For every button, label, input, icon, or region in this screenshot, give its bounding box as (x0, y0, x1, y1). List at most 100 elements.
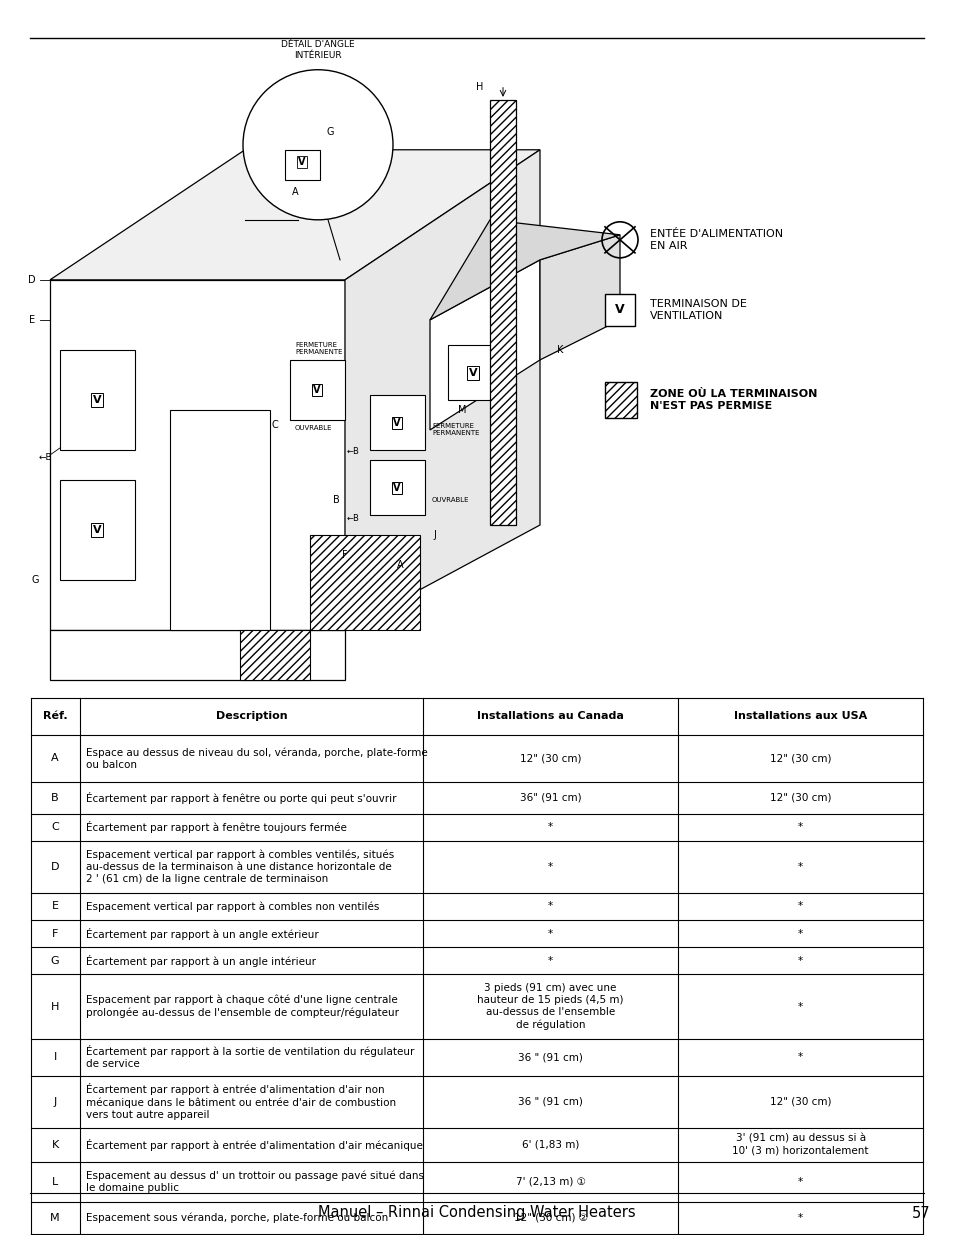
Bar (604, 294, 635, 326)
Text: V: V (468, 368, 476, 378)
Bar (60, 480, 135, 580)
Text: 57: 57 (910, 1205, 929, 1220)
Text: V: V (298, 157, 305, 167)
Text: G: G (326, 127, 334, 137)
Bar (370, 395, 424, 450)
Text: *: * (798, 929, 802, 939)
Text: 36" (91 cm): 36" (91 cm) (519, 793, 581, 803)
Text: OUVRABLE: OUVRABLE (294, 425, 333, 431)
Text: TERMINAISON DE
VENTILATION: TERMINAISON DE VENTILATION (649, 299, 746, 321)
Polygon shape (285, 149, 319, 180)
Text: Espacement vertical par rapport à combles ventilés, situés
au-dessus de la termi: Espacement vertical par rapport à comble… (86, 850, 394, 884)
Circle shape (243, 69, 393, 220)
Text: G: G (31, 576, 39, 585)
Text: *: * (798, 956, 802, 966)
Text: Description: Description (215, 711, 287, 721)
Text: A: A (292, 186, 298, 196)
Text: 12" (30 cm): 12" (30 cm) (769, 1097, 831, 1107)
Text: V: V (615, 304, 624, 316)
Text: K: K (557, 345, 562, 354)
Text: ENTÉE D'ALIMENTATION
EN AIR: ENTÉE D'ALIMENTATION EN AIR (649, 228, 782, 251)
Text: I: I (488, 310, 491, 320)
Bar (60, 350, 135, 450)
Text: Écartement par rapport à entrée d'alimentation d'air non
mécanique dans le bâtim: Écartement par rapport à entrée d'alimen… (86, 1083, 395, 1120)
Text: L: L (51, 1177, 58, 1187)
Text: D: D (29, 275, 36, 285)
Text: ←B: ←B (347, 514, 359, 522)
Text: C: C (51, 823, 59, 832)
Text: ←B: ←B (38, 453, 52, 462)
Text: 36 " (91 cm): 36 " (91 cm) (517, 1052, 582, 1062)
Text: *: * (548, 929, 553, 939)
Text: Espacement sous véranda, porche, plate-forme ou balcon: Espacement sous véranda, porche, plate-f… (86, 1213, 388, 1223)
Text: Écartement par rapport à fenêtre ou porte qui peut s'ouvrir: Écartement par rapport à fenêtre ou port… (86, 792, 395, 804)
Text: 6' (1,83 m): 6' (1,83 m) (521, 1140, 578, 1150)
Polygon shape (50, 149, 539, 280)
Text: Manuel – Rinnai Condensing Water Heaters: Manuel – Rinnai Condensing Water Heaters (318, 1205, 635, 1220)
Text: Espacement par rapport à chaque côté d'une ligne centrale
prolongée au-dessus de: Espacement par rapport à chaque côté d'u… (86, 995, 398, 1018)
Text: FERMETURE
PERMANENTE: FERMETURE PERMANENTE (432, 424, 479, 436)
Text: V: V (92, 395, 101, 405)
Text: V: V (393, 483, 400, 493)
Text: *: * (548, 823, 553, 832)
Text: *: * (798, 862, 802, 872)
Text: Espacement au dessus d' un trottoir ou passage pavé situé dans
le domaine public: Espacement au dessus d' un trottoir ou p… (86, 1171, 423, 1193)
Text: A: A (396, 559, 403, 571)
Polygon shape (310, 535, 419, 630)
Bar (448, 345, 497, 400)
Text: ←B: ←B (347, 447, 359, 457)
Text: *: * (798, 1052, 802, 1062)
Text: M: M (51, 1213, 60, 1223)
Polygon shape (430, 259, 539, 430)
Text: M: M (457, 405, 466, 415)
Text: J: J (53, 1097, 56, 1107)
Bar (170, 410, 270, 630)
Bar (604, 382, 637, 417)
Text: 12" (30 cm) ②: 12" (30 cm) ② (513, 1213, 587, 1223)
Text: Installations aux USA: Installations aux USA (733, 711, 866, 721)
Text: OUVRABLE: OUVRABLE (432, 496, 469, 503)
Text: G: G (51, 956, 59, 966)
Text: B: B (51, 793, 59, 803)
Text: 7' (2,13 m) ①: 7' (2,13 m) ① (516, 1177, 585, 1187)
Text: *: * (798, 1002, 802, 1011)
Text: *: * (798, 1177, 802, 1187)
Polygon shape (539, 235, 619, 359)
Text: FERMETURE
PERMANENTE: FERMETURE PERMANENTE (294, 342, 342, 354)
Polygon shape (240, 630, 310, 680)
Polygon shape (50, 630, 345, 680)
Text: V: V (393, 417, 400, 429)
Text: H: H (476, 82, 483, 91)
Text: B: B (333, 495, 339, 505)
Text: Écartement par rapport à fenêtre toujours fermée: Écartement par rapport à fenêtre toujour… (86, 821, 346, 834)
Text: K: K (51, 1140, 59, 1150)
Text: *: * (798, 902, 802, 911)
Text: *: * (548, 862, 553, 872)
Text: *: * (798, 823, 802, 832)
Polygon shape (430, 220, 619, 320)
Polygon shape (345, 149, 539, 630)
Text: Espace au dessus de niveau du sol, véranda, porche, plate-forme
ou balcon: Espace au dessus de niveau du sol, véran… (86, 747, 427, 769)
Polygon shape (50, 280, 345, 630)
Text: 36 " (91 cm): 36 " (91 cm) (517, 1097, 582, 1107)
Text: F: F (342, 550, 348, 559)
Text: Écartement par rapport à un angle intérieur: Écartement par rapport à un angle intéri… (86, 955, 315, 967)
Text: 3' (91 cm) au dessus si à
10' (3 m) horizontalement: 3' (91 cm) au dessus si à 10' (3 m) hori… (732, 1134, 868, 1156)
Text: ZONE OÙ LA TERMINAISON
N'EST PAS PERMISE: ZONE OÙ LA TERMINAISON N'EST PAS PERMISE (649, 389, 817, 411)
Text: E: E (51, 902, 58, 911)
Text: E: E (29, 315, 35, 325)
Text: Réf.: Réf. (43, 711, 68, 721)
Text: 3 pieds (91 cm) avec une
hauteur de 15 pieds (4,5 m)
au-dessus de l'ensemble
de : 3 pieds (91 cm) avec une hauteur de 15 p… (476, 983, 623, 1030)
Bar (290, 359, 345, 420)
Text: *: * (798, 1213, 802, 1223)
Text: *: * (548, 956, 553, 966)
Text: V: V (92, 525, 101, 535)
Text: F: F (51, 929, 58, 939)
Text: J: J (433, 530, 436, 540)
Text: *: * (548, 902, 553, 911)
Text: Installations au Canada: Installations au Canada (476, 711, 623, 721)
Text: 12" (30 cm): 12" (30 cm) (519, 753, 580, 763)
Text: Espacement vertical par rapport à combles non ventilés: Espacement vertical par rapport à comble… (86, 902, 378, 911)
Text: H: H (51, 1002, 59, 1011)
Text: Écartement par rapport à la sortie de ventilation du régulateur
de service: Écartement par rapport à la sortie de ve… (86, 1045, 414, 1070)
